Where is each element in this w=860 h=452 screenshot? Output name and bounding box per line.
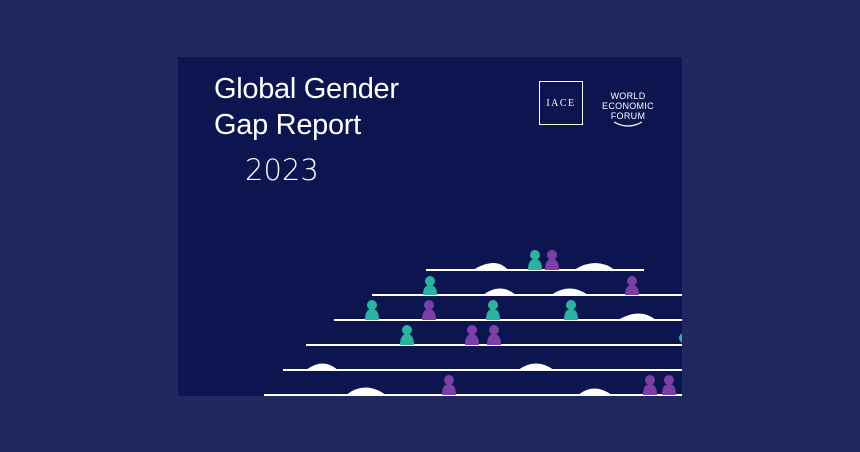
- wef-line-1: WORLD: [610, 91, 646, 101]
- person-icon-purple: [545, 250, 559, 270]
- step-row-3: [334, 300, 682, 321]
- person-icon-purple: [487, 325, 501, 345]
- person-icon-purple: [643, 375, 657, 395]
- step-row-1: [426, 250, 644, 271]
- bell-curve-icon: [483, 288, 516, 295]
- person-icon-purple: [662, 375, 676, 395]
- bell-curve-icon: [551, 288, 588, 295]
- report-cover: Global Gender Gap Report 2023 IACE WORLD…: [178, 57, 682, 396]
- iace-logo: IACE: [539, 81, 583, 125]
- wef-logo: WORLD ECONOMIC FORUM: [590, 91, 666, 129]
- wef-arc-icon: [613, 121, 643, 127]
- bell-curve-icon: [578, 388, 612, 395]
- report-title: Global Gender Gap Report: [214, 71, 399, 143]
- title-line-2: Gap Report: [214, 109, 361, 141]
- person-icon-teal: [423, 276, 437, 295]
- person-icon-purple: [422, 300, 436, 320]
- bell-curve-icon: [618, 313, 656, 320]
- steps-illustration: [264, 250, 682, 396]
- bell-curve-icon: [473, 263, 508, 270]
- wef-line-3: FORUM: [610, 111, 646, 121]
- person-icon-purple: [442, 375, 456, 395]
- person-icon-teal: [528, 250, 542, 270]
- person-icon-teal: [400, 325, 414, 345]
- bell-curve-icon: [518, 363, 554, 370]
- report-year: 2023: [245, 153, 319, 187]
- person-icon-teal: [486, 300, 500, 320]
- step-row-6: [264, 375, 682, 396]
- wef-line-2: ECONOMIC: [602, 101, 654, 111]
- title-line-1: Global Gender: [214, 73, 399, 105]
- bell-curve-icon: [574, 263, 615, 270]
- step-row-2: [372, 276, 682, 296]
- person-icon-teal: [365, 300, 379, 320]
- bell-curve-icon: [346, 387, 386, 395]
- person-icon-teal: [564, 300, 578, 320]
- step-row-5: [283, 363, 682, 371]
- person-icon-teal: [679, 333, 682, 343]
- bell-curve-icon: [306, 363, 338, 370]
- step-row-4: [306, 325, 682, 346]
- person-icon-purple: [465, 325, 479, 345]
- person-icon-purple: [625, 276, 639, 295]
